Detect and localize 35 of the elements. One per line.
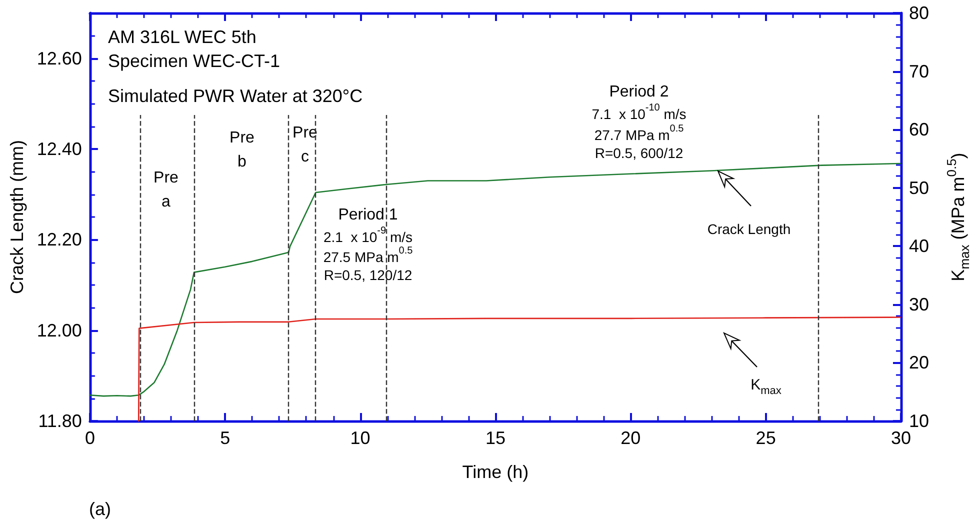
- x-tick-label: 25: [756, 428, 776, 448]
- y2-axis-title: Kmax (MPa m0.5): [944, 152, 972, 282]
- y-tick-label: 12.60: [36, 48, 82, 68]
- x-axis-title: Time (h): [462, 462, 529, 482]
- y2-tick-label: 70: [909, 61, 930, 82]
- annotation: Specimen WEC-CT-1: [108, 51, 280, 71]
- line-series: [138, 316, 901, 422]
- y2-tick-label: 40: [909, 236, 930, 256]
- y2-tick-label: 50: [909, 178, 930, 198]
- y-tick-label: 12.00: [36, 320, 82, 340]
- text: (a): [89, 499, 111, 519]
- annotation: Period 2: [609, 84, 669, 100]
- y-tick-label: 12.20: [36, 230, 82, 250]
- y2-tick-label: 80: [909, 3, 930, 23]
- annotation: Period 1: [338, 206, 398, 224]
- x-tick-label: 10: [350, 428, 370, 448]
- y2-tick-label: 20: [909, 352, 930, 373]
- annotation: Simulated PWR Water at 320°C: [108, 86, 363, 106]
- x-tick-label: 15: [485, 428, 506, 448]
- annotation: R=0.5, 120/12: [324, 267, 412, 283]
- y2-tick-label: 10: [909, 411, 930, 431]
- annotation: Crack Length: [707, 221, 791, 237]
- annotation: AM 316L WEC 5th: [108, 27, 256, 47]
- annotation: Pre b: [230, 130, 255, 170]
- x-tick-label: 20: [620, 428, 641, 448]
- y-axis-title: Crack Length (mm): [7, 140, 27, 294]
- x-tick-label: 30: [890, 428, 912, 448]
- y2-tick-label: 60: [909, 120, 930, 140]
- annotation: Pre a: [154, 170, 179, 210]
- x-tick-label: 5: [220, 428, 230, 448]
- x-tick-label: 0: [84, 428, 95, 448]
- y-tick-label: 11.80: [38, 411, 82, 431]
- y-tick-label: 12.40: [36, 139, 82, 159]
- y2-tick-label: 30: [909, 294, 930, 314]
- annotation: R=0.5, 600/12: [594, 145, 684, 161]
